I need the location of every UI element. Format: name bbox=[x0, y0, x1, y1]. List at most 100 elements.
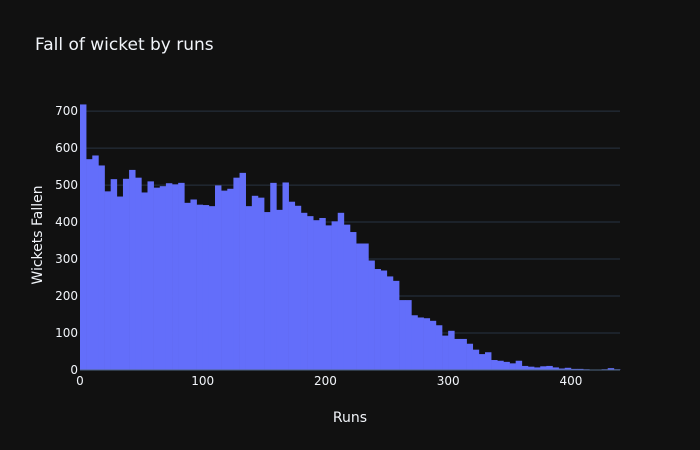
histogram-bars bbox=[80, 104, 621, 370]
y-tick-label: 100 bbox=[55, 326, 78, 340]
histogram-bar bbox=[221, 190, 228, 370]
histogram-bar bbox=[337, 212, 345, 370]
histogram-bar bbox=[454, 338, 461, 370]
histogram-bar bbox=[540, 366, 547, 370]
histogram-bar bbox=[239, 172, 246, 370]
histogram-bar bbox=[392, 280, 400, 370]
histogram-bar bbox=[80, 104, 87, 370]
histogram-bar bbox=[233, 177, 240, 370]
histogram-bar bbox=[491, 360, 498, 370]
histogram-bar bbox=[276, 209, 283, 370]
histogram-bar bbox=[558, 368, 566, 370]
histogram-bar bbox=[362, 243, 369, 370]
histogram-bar bbox=[319, 217, 326, 370]
histogram-bar bbox=[509, 363, 516, 370]
histogram-bar bbox=[98, 165, 105, 370]
chart-title: Fall of wicket by runs bbox=[35, 35, 214, 55]
histogram-bar bbox=[435, 325, 443, 370]
histogram-bar bbox=[288, 201, 296, 370]
histogram-bar bbox=[202, 205, 210, 370]
histogram-bar bbox=[270, 182, 277, 370]
histogram-bar bbox=[350, 232, 357, 370]
histogram-bar bbox=[577, 368, 584, 370]
x-tick-label: 200 bbox=[314, 374, 337, 388]
histogram-bar bbox=[386, 276, 394, 370]
histogram-bar bbox=[325, 225, 332, 370]
histogram-bar bbox=[251, 195, 259, 370]
histogram-bar bbox=[442, 335, 449, 370]
histogram-bar bbox=[196, 204, 204, 370]
histogram-bar bbox=[153, 187, 161, 370]
histogram-bar bbox=[178, 182, 185, 370]
y-tick-label: 200 bbox=[55, 289, 78, 303]
histogram-bar bbox=[141, 192, 148, 370]
histogram-bar bbox=[546, 365, 553, 370]
histogram-bar bbox=[104, 191, 111, 370]
histogram-bar bbox=[534, 367, 541, 370]
histogram-bar bbox=[478, 354, 486, 370]
histogram-bar bbox=[282, 182, 289, 370]
histogram-bar bbox=[86, 159, 93, 370]
x-tick-label: 400 bbox=[559, 374, 582, 388]
histogram-bar bbox=[607, 368, 615, 370]
histogram-bar bbox=[423, 318, 431, 370]
x-tick-label: 300 bbox=[437, 374, 460, 388]
histogram-bar bbox=[356, 243, 363, 370]
histogram-bar bbox=[215, 185, 222, 370]
histogram-bar bbox=[527, 366, 535, 370]
histogram-bar bbox=[374, 269, 381, 370]
histogram-bar bbox=[122, 178, 130, 370]
histogram-bar bbox=[368, 260, 375, 370]
histogram-bar bbox=[165, 183, 173, 370]
histogram-bar bbox=[172, 184, 179, 370]
histogram-bar bbox=[343, 224, 351, 370]
histogram-bar bbox=[257, 197, 265, 370]
histogram-bar bbox=[417, 317, 424, 370]
y-axis-title: Wickets Fallen bbox=[30, 185, 46, 284]
x-axis-ticks: 0 100 200 300 400 bbox=[76, 374, 582, 388]
histogram-bar bbox=[264, 212, 271, 370]
histogram-bar bbox=[521, 365, 529, 370]
histogram-bar bbox=[472, 349, 480, 370]
histogram-bar bbox=[116, 196, 124, 370]
histogram-bar bbox=[184, 202, 191, 370]
histogram-bar bbox=[208, 206, 216, 370]
histogram-bar bbox=[466, 343, 474, 370]
histogram-bar bbox=[380, 270, 388, 370]
histogram-bar bbox=[294, 205, 302, 370]
y-axis-ticks: 0 100 200 300 400 500 600 700 bbox=[55, 104, 78, 377]
histogram-bar bbox=[147, 181, 154, 370]
histogram-bar bbox=[485, 352, 492, 370]
y-tick-label: 300 bbox=[55, 252, 78, 266]
x-tick-label: 100 bbox=[191, 374, 214, 388]
x-axis-title: Runs bbox=[333, 410, 367, 426]
histogram-bar bbox=[429, 320, 437, 370]
histogram-bar bbox=[159, 186, 167, 370]
histogram-bar bbox=[411, 315, 418, 370]
y-tick-label: 600 bbox=[55, 141, 78, 155]
histogram-bar bbox=[190, 199, 197, 370]
histogram-bar bbox=[92, 155, 99, 370]
histogram-bar bbox=[448, 330, 455, 370]
histogram-bar bbox=[300, 212, 308, 370]
y-tick-label: 500 bbox=[55, 178, 78, 192]
y-tick-label: 700 bbox=[55, 104, 78, 118]
histogram-bar bbox=[515, 360, 523, 370]
histogram-bar bbox=[110, 179, 118, 370]
histogram-bar bbox=[460, 338, 467, 370]
histogram-bar bbox=[405, 300, 412, 370]
histogram-bar bbox=[227, 188, 234, 370]
histogram-bar bbox=[399, 300, 406, 370]
histogram-bar bbox=[552, 367, 559, 370]
histogram-bar bbox=[570, 368, 578, 370]
histogram-bar bbox=[245, 206, 253, 370]
y-tick-label: 0 bbox=[70, 363, 78, 377]
histogram-bar bbox=[331, 221, 339, 370]
histogram-bar bbox=[307, 216, 314, 370]
histogram-bar bbox=[497, 360, 504, 370]
histogram-bar bbox=[503, 361, 510, 370]
x-tick-label: 0 bbox=[76, 374, 84, 388]
histogram-bar bbox=[564, 367, 572, 370]
